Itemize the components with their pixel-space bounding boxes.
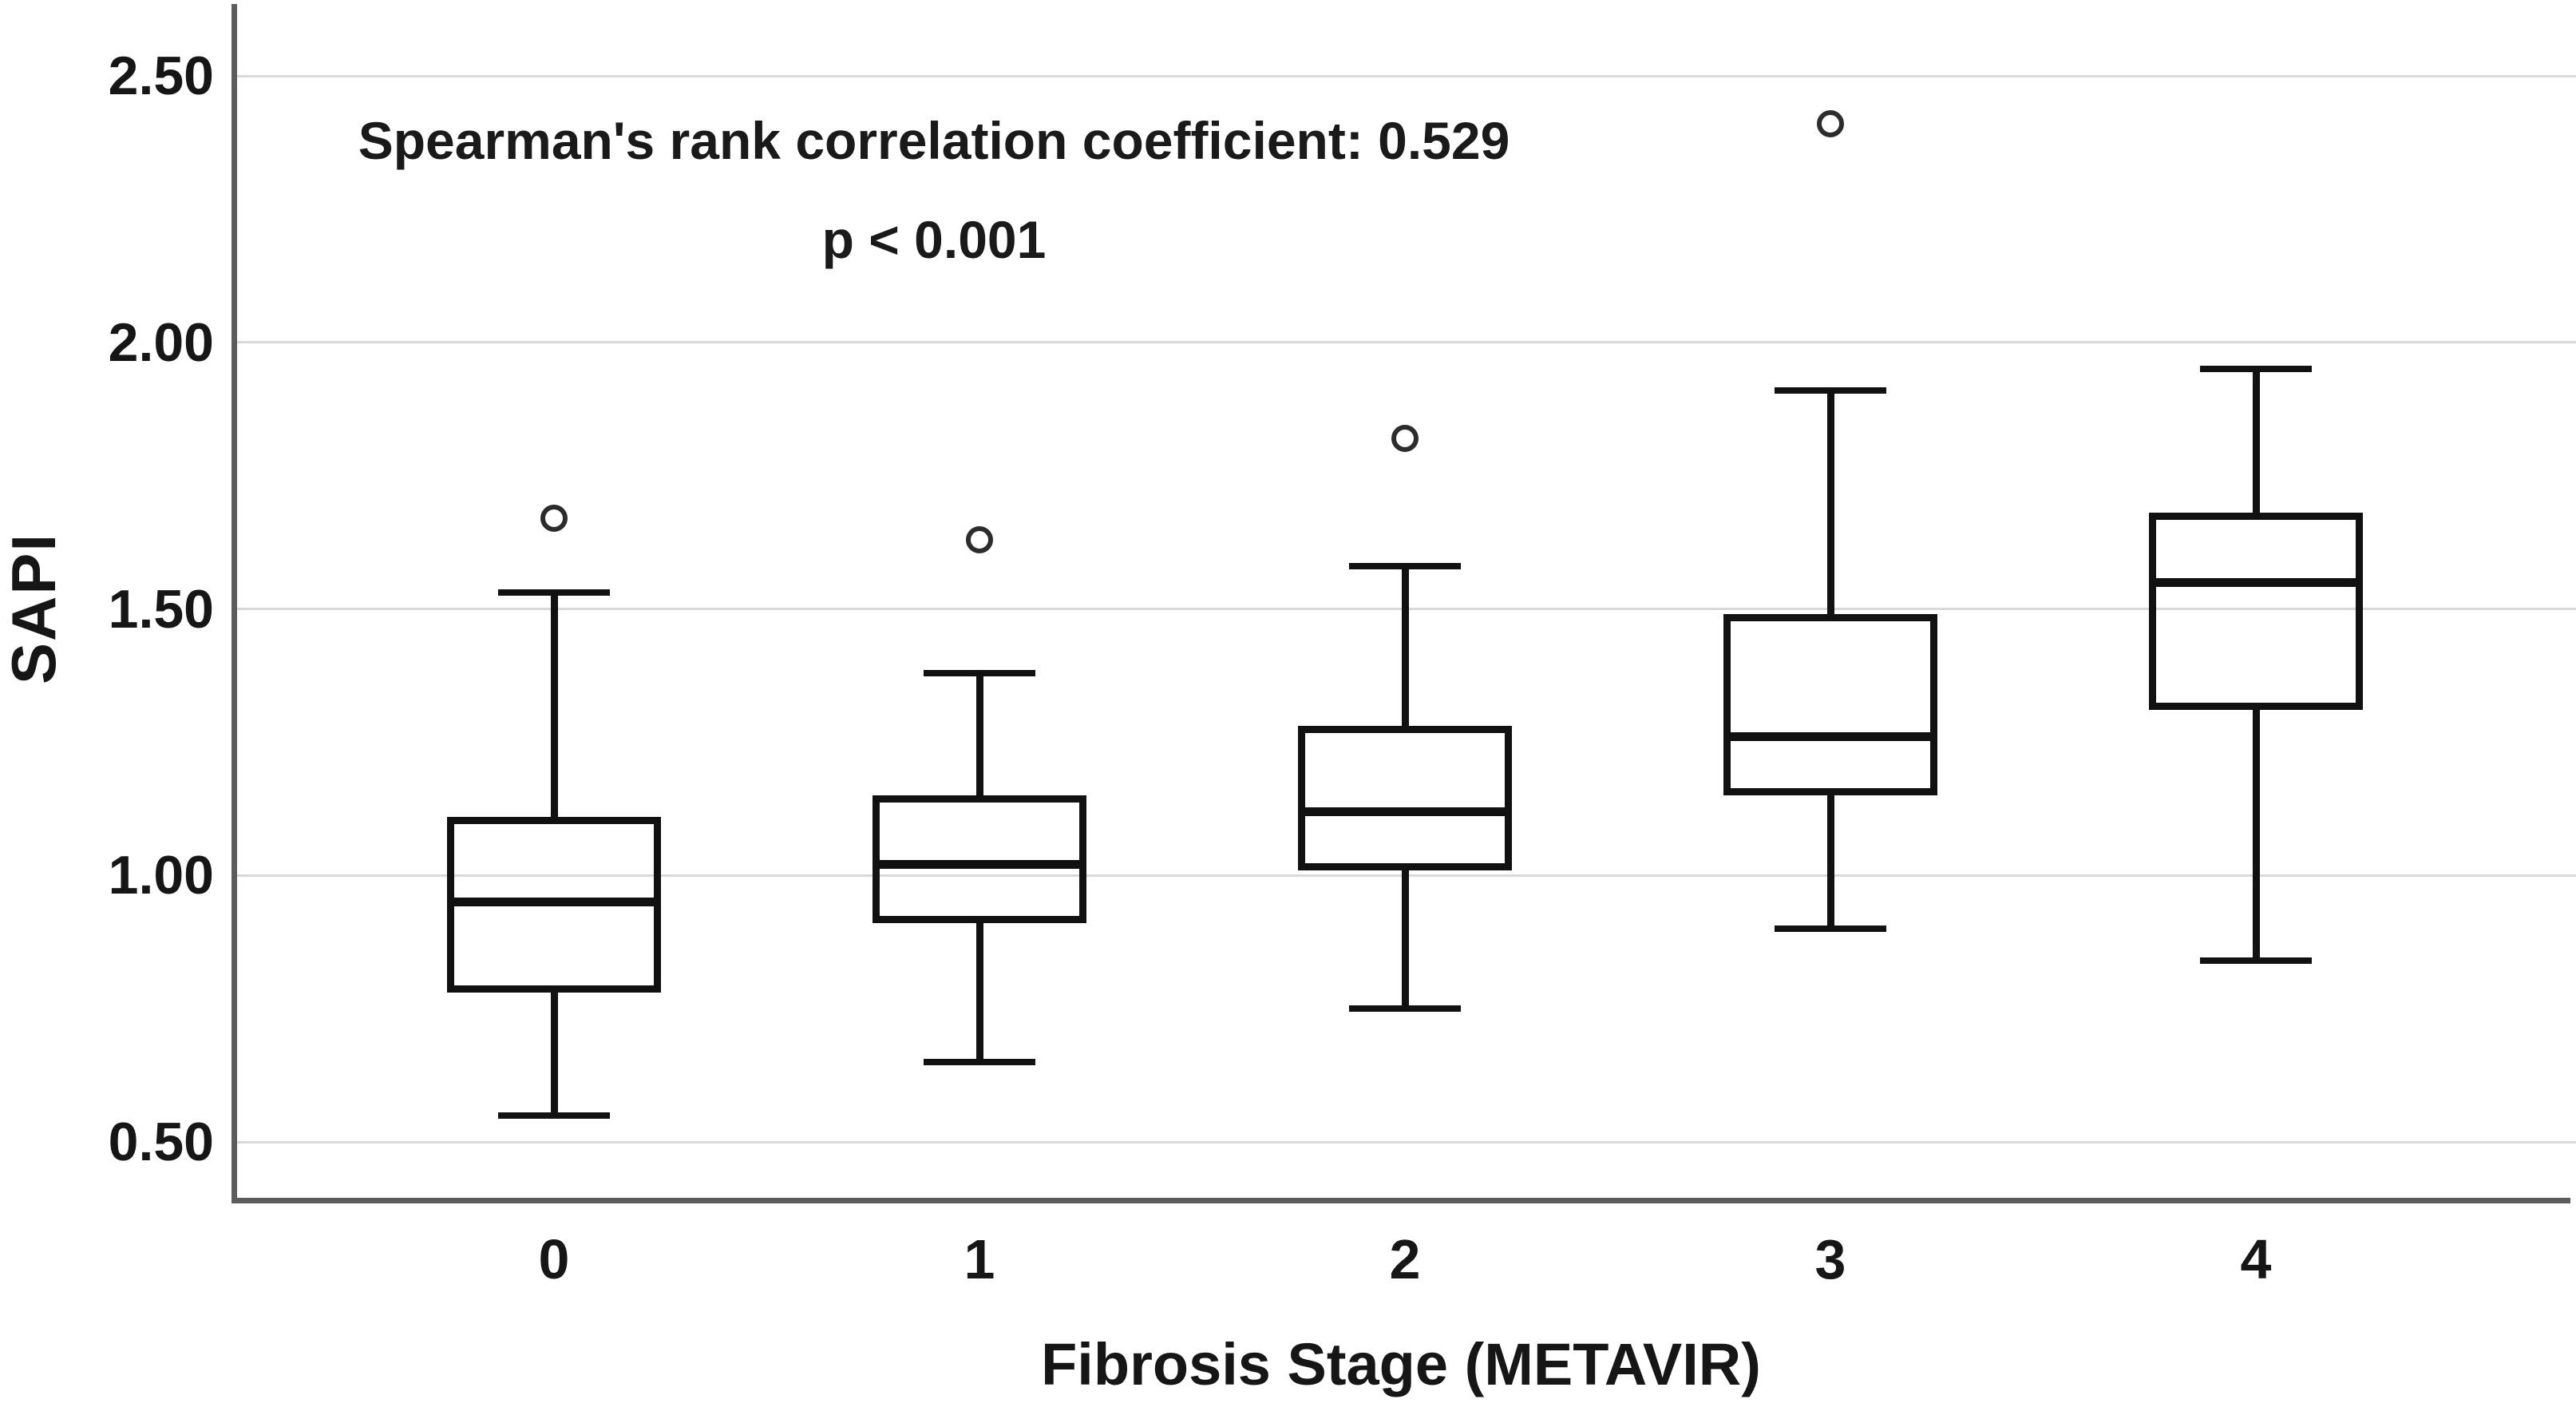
whisker-lower-cap <box>924 1058 1035 1065</box>
whisker-lower-cap <box>1775 926 1886 932</box>
gridline-2.50 <box>231 74 2576 77</box>
y-tick-label: 1.50 <box>108 578 214 640</box>
whisker-upper-cap <box>1349 563 1461 570</box>
outlier-point-stage-3 <box>1817 110 1844 138</box>
whisker-lower-stem <box>1401 870 1409 1009</box>
y-tick-label: 2.00 <box>108 311 214 373</box>
whisker-lower-cap <box>498 1112 610 1119</box>
whisker-upper-cap <box>1775 386 1886 394</box>
outlier-point-stage-0 <box>540 505 568 533</box>
median-line-stage-3 <box>1723 732 1937 742</box>
y-axis-title: SAPI <box>0 532 69 685</box>
gridline-0.50 <box>231 1140 2576 1144</box>
median-line-stage-4 <box>2149 577 2363 587</box>
box-stage-2 <box>1298 726 1512 870</box>
box-stage-4 <box>2149 513 2363 711</box>
whisker-upper-cap <box>498 589 610 597</box>
x-axis-line <box>231 1198 2570 1203</box>
whisker-upper-cap <box>924 669 1035 676</box>
gridline-2.00 <box>231 341 2576 344</box>
annotation-p-value: p < 0.001 <box>821 210 1047 269</box>
whisker-upper-stem <box>1826 390 1834 615</box>
whisker-lower-stem <box>2252 710 2260 961</box>
median-line-stage-0 <box>447 898 661 907</box>
y-tick-label: 0.50 <box>108 1112 214 1172</box>
y-axis-line <box>231 4 237 1203</box>
outlier-point-stage-2 <box>1391 424 1419 452</box>
x-axis-title: Fibrosis Stage (METAVIR) <box>1041 1331 1761 1397</box>
whisker-lower-cap <box>1349 1005 1461 1013</box>
whisker-upper-cap <box>2200 366 2312 373</box>
x-tick-label-0: 0 <box>538 1228 570 1290</box>
box-stage-1 <box>873 795 1086 924</box>
y-tick-label: 1.00 <box>108 845 214 906</box>
outlier-point-stage-1 <box>966 525 993 553</box>
whisker-lower-stem <box>975 923 983 1062</box>
x-tick-label-1: 1 <box>964 1228 995 1290</box>
median-line-stage-1 <box>873 860 1086 870</box>
annotation-spearman-coefficient: Spearman's rank correlation coefficient:… <box>358 111 1510 170</box>
whisker-upper-stem <box>1401 566 1409 727</box>
whisker-lower-cap <box>2200 957 2312 965</box>
whisker-upper-stem <box>975 672 983 796</box>
box-stage-3 <box>1723 614 1937 796</box>
whisker-upper-stem <box>2252 369 2260 513</box>
x-tick-label-3: 3 <box>1814 1228 1846 1290</box>
whisker-lower-stem <box>1826 795 1834 929</box>
x-tick-label-2: 2 <box>1389 1228 1421 1290</box>
whisker-lower-stem <box>550 993 558 1116</box>
median-line-stage-2 <box>1298 807 1512 816</box>
y-tick-label: 2.50 <box>108 46 214 106</box>
x-tick-label-4: 4 <box>2240 1228 2272 1290</box>
whisker-upper-stem <box>550 593 558 817</box>
